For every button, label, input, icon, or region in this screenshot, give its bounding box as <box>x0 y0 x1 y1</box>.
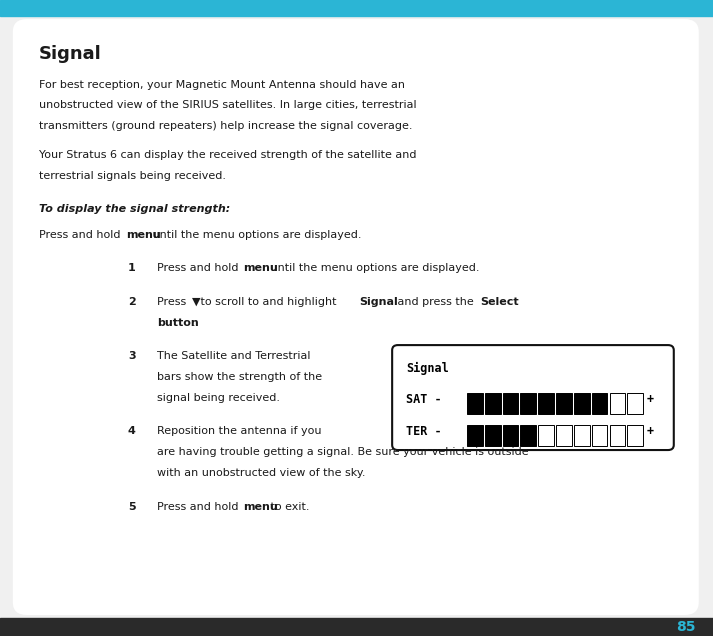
Text: Signal: Signal <box>39 45 102 62</box>
Text: Reposition the antenna if you: Reposition the antenna if you <box>157 426 322 436</box>
FancyBboxPatch shape <box>574 393 590 415</box>
FancyBboxPatch shape <box>392 345 674 450</box>
FancyBboxPatch shape <box>538 393 554 415</box>
Text: TER -: TER - <box>406 425 442 438</box>
Text: and press the: and press the <box>394 297 477 307</box>
Text: signal being received.: signal being received. <box>157 394 280 403</box>
Text: with an unobstructed view of the sky.: with an unobstructed view of the sky. <box>157 468 365 478</box>
Text: until the menu options are displayed.: until the menu options are displayed. <box>149 230 361 240</box>
FancyBboxPatch shape <box>592 393 607 415</box>
Text: until the menu options are displayed.: until the menu options are displayed. <box>267 263 479 273</box>
FancyBboxPatch shape <box>556 393 572 415</box>
Text: to scroll to and highlight: to scroll to and highlight <box>198 297 340 307</box>
FancyBboxPatch shape <box>574 425 590 446</box>
Text: +: + <box>647 425 654 438</box>
Text: 5: 5 <box>128 502 135 512</box>
FancyBboxPatch shape <box>485 393 501 415</box>
FancyBboxPatch shape <box>627 425 643 446</box>
FancyBboxPatch shape <box>13 19 699 615</box>
Text: Select: Select <box>481 297 519 307</box>
Text: For best reception, your Magnetic Mount Antenna should have an: For best reception, your Magnetic Mount … <box>39 80 405 90</box>
Text: 85: 85 <box>676 620 695 634</box>
FancyBboxPatch shape <box>627 393 643 415</box>
Text: Signal: Signal <box>406 363 449 375</box>
FancyBboxPatch shape <box>592 425 607 446</box>
Text: To display the signal strength:: To display the signal strength: <box>39 204 230 214</box>
Bar <box>0 0 713 16</box>
FancyBboxPatch shape <box>610 393 625 415</box>
Bar <box>0 618 713 636</box>
Text: menu: menu <box>244 502 278 512</box>
Text: to exit.: to exit. <box>267 502 309 512</box>
FancyBboxPatch shape <box>520 393 536 415</box>
Text: unobstructed view of the SIRIUS satellites. In large cities, terrestrial: unobstructed view of the SIRIUS satellit… <box>39 100 417 111</box>
FancyBboxPatch shape <box>538 425 554 446</box>
Text: transmitters (ground repeaters) help increase the signal coverage.: transmitters (ground repeaters) help inc… <box>39 121 413 132</box>
Text: Signal: Signal <box>359 297 398 307</box>
Text: terrestrial signals being received.: terrestrial signals being received. <box>39 171 226 181</box>
FancyBboxPatch shape <box>503 425 518 446</box>
FancyBboxPatch shape <box>520 425 536 446</box>
Text: bars show the strength of the: bars show the strength of the <box>157 373 322 382</box>
FancyBboxPatch shape <box>556 425 572 446</box>
Text: .: . <box>192 318 195 328</box>
Text: menu: menu <box>126 230 160 240</box>
Text: button: button <box>157 318 199 328</box>
Text: +: + <box>647 393 654 406</box>
Text: Your Stratus 6 can display the received strength of the satellite and: Your Stratus 6 can display the received … <box>39 150 416 160</box>
FancyBboxPatch shape <box>503 393 518 415</box>
FancyBboxPatch shape <box>485 425 501 446</box>
Text: ▼: ▼ <box>192 297 200 307</box>
FancyBboxPatch shape <box>467 393 483 415</box>
Text: menu: menu <box>244 263 278 273</box>
Text: Press and hold: Press and hold <box>157 502 242 512</box>
Text: are having trouble getting a signal. Be sure your vehicle is outside: are having trouble getting a signal. Be … <box>157 447 528 457</box>
Text: Press and hold: Press and hold <box>157 263 242 273</box>
FancyBboxPatch shape <box>610 425 625 446</box>
Text: Press and hold: Press and hold <box>39 230 124 240</box>
Text: 1: 1 <box>128 263 135 273</box>
FancyBboxPatch shape <box>467 425 483 446</box>
Text: The Satellite and Terrestrial: The Satellite and Terrestrial <box>157 352 310 361</box>
Text: Press: Press <box>157 297 190 307</box>
Text: 2: 2 <box>128 297 135 307</box>
Text: SAT -: SAT - <box>406 393 442 406</box>
Text: 4: 4 <box>128 426 135 436</box>
Text: 3: 3 <box>128 352 135 361</box>
